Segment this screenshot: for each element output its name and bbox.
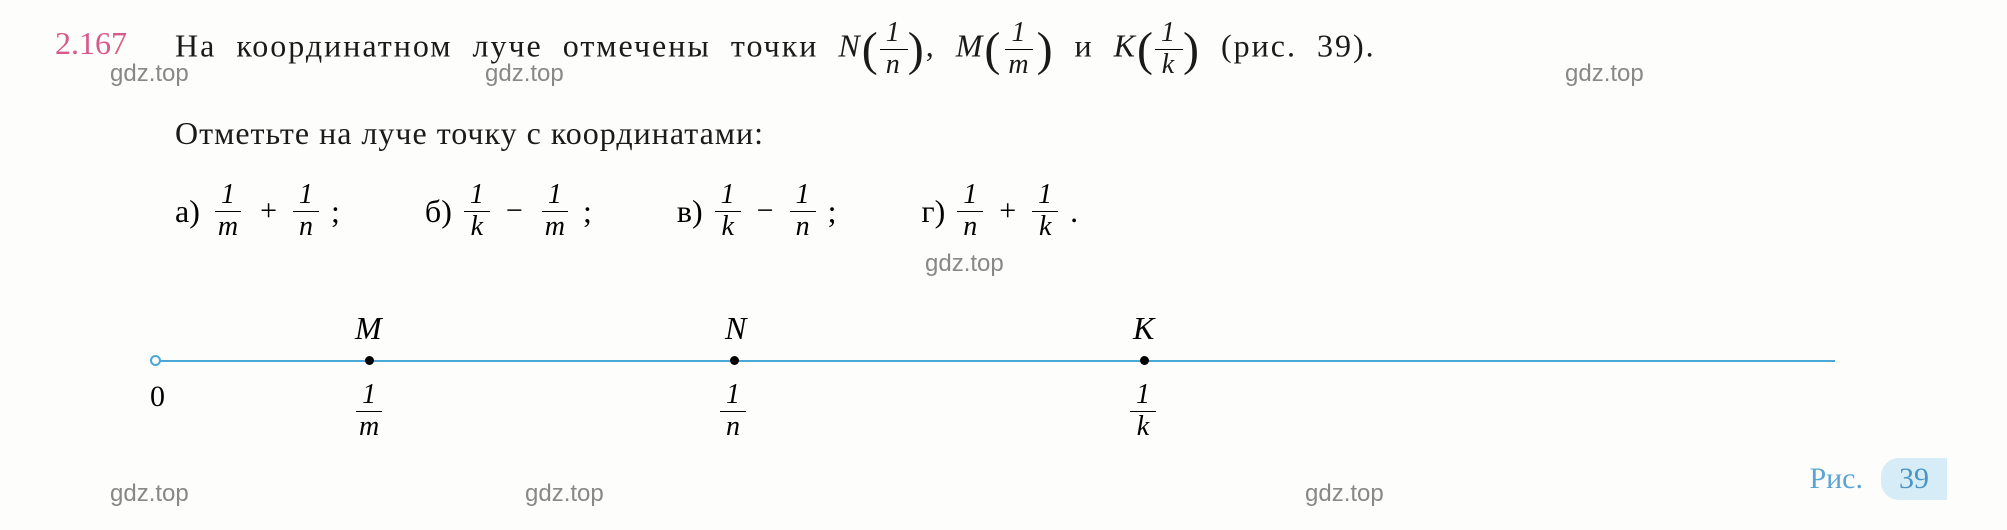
frac-num: 1 — [1130, 380, 1156, 412]
frac-den: m — [539, 212, 571, 243]
fraction: 1m — [539, 180, 571, 243]
frac-den: k — [1033, 212, 1057, 243]
punct: ; — [331, 193, 340, 230]
frac-den: k — [1156, 50, 1182, 81]
number-line-diagram: 0 M 1m N 1n K 1k — [155, 310, 1855, 510]
frac-num: 1 — [790, 180, 816, 212]
frac-den: m — [212, 212, 244, 243]
options-row: а) 1m + 1n ; б) 1k − 1m ; в) 1k − 1n ; г… — [175, 180, 1078, 243]
fraction: 1k — [464, 180, 490, 243]
operator: + — [995, 194, 1020, 228]
point-m-name: M — [956, 28, 985, 64]
frac-num: 1 — [1032, 180, 1058, 212]
option-a: а) 1m + 1n ; — [175, 180, 340, 243]
text-and: и — [1075, 28, 1094, 64]
punct: ; — [828, 193, 837, 230]
figure-label: Рис. 39 — [1809, 458, 1947, 500]
frac-den: n — [293, 212, 319, 243]
option-label: г) — [921, 193, 945, 230]
frac-den: n — [720, 412, 746, 443]
frac-num: 1 — [715, 180, 741, 212]
fraction: 1n — [790, 180, 816, 243]
figure-text: Рис. — [1809, 462, 1863, 496]
frac-num: 1 — [464, 180, 490, 212]
option-label: б) — [425, 193, 452, 230]
point-k-label: K — [1133, 310, 1154, 347]
watermark: gdz.top — [110, 480, 189, 508]
problem-line-2: Отметьте на луче точку с координатами: — [175, 115, 764, 152]
frac-den: k — [1131, 412, 1155, 443]
operator: − — [502, 194, 527, 228]
frac-den: m — [1002, 50, 1036, 81]
option-label: а) — [175, 193, 200, 230]
fraction: 1n — [957, 180, 983, 243]
frac-num: 1 — [957, 180, 983, 212]
frac-num: 1 — [880, 18, 908, 50]
frac-den: k — [465, 212, 489, 243]
watermark: gdz.top — [925, 250, 1004, 278]
option-label: в) — [677, 193, 703, 230]
fraction: 1m — [212, 180, 244, 243]
frac-num: 1 — [356, 380, 382, 412]
frac-num: 1 — [1155, 18, 1183, 50]
point-k-tick: 1k — [1130, 380, 1156, 443]
point-m-dot — [365, 356, 374, 365]
frac-num: 1 — [1005, 18, 1033, 50]
point-n-label: N — [725, 310, 746, 347]
frac-num: 1 — [720, 380, 746, 412]
origin-marker — [150, 355, 161, 366]
fig-reference: (рис. 39). — [1221, 28, 1376, 64]
number-line-axis — [155, 360, 1835, 362]
fraction: 1k — [715, 180, 741, 243]
watermark: gdz.top — [525, 480, 604, 508]
frac-den: m — [353, 412, 385, 443]
frac-den: k — [715, 212, 739, 243]
option-b: б) 1k − 1m ; — [425, 180, 592, 243]
frac-num: 1 — [542, 180, 568, 212]
watermark: gdz.top — [485, 60, 564, 88]
frac-den: n — [957, 212, 983, 243]
option-g: г) 1n + 1k . — [921, 180, 1078, 243]
point-k-coord: (1k) — [1137, 18, 1201, 81]
point-n-name: N — [838, 28, 861, 64]
punct: ; — [583, 193, 592, 230]
watermark: gdz.top — [1565, 60, 1644, 88]
frac-num: 1 — [215, 180, 241, 212]
fraction: 1k — [1032, 180, 1058, 243]
point-n-dot — [730, 356, 739, 365]
text-segment: На координатном луче отмечены точки — [175, 28, 838, 64]
punct: . — [1070, 193, 1078, 230]
watermark: gdz.top — [110, 60, 189, 88]
point-m-label: M — [355, 310, 382, 347]
point-m-coord: (1m) — [984, 18, 1054, 81]
point-k-name: K — [1114, 28, 1137, 64]
point-m-tick: 1m — [353, 380, 385, 443]
frac-den: n — [880, 50, 908, 81]
operator: + — [256, 194, 281, 228]
point-k-dot — [1140, 356, 1149, 365]
point-n-coord: (1n) — [862, 18, 926, 81]
fraction: 1n — [293, 180, 319, 243]
figure-number: 39 — [1881, 458, 1947, 500]
problem-line-1: На координатном луче отмечены точки N(1n… — [175, 18, 1925, 81]
origin-label: 0 — [150, 380, 165, 414]
frac-den: n — [790, 212, 816, 243]
frac-num: 1 — [293, 180, 319, 212]
problem-number: 2.167 — [55, 25, 127, 62]
watermark: gdz.top — [1305, 480, 1384, 508]
operator: − — [753, 194, 778, 228]
option-v: в) 1k − 1n ; — [677, 180, 837, 243]
point-n-tick: 1n — [720, 380, 746, 443]
